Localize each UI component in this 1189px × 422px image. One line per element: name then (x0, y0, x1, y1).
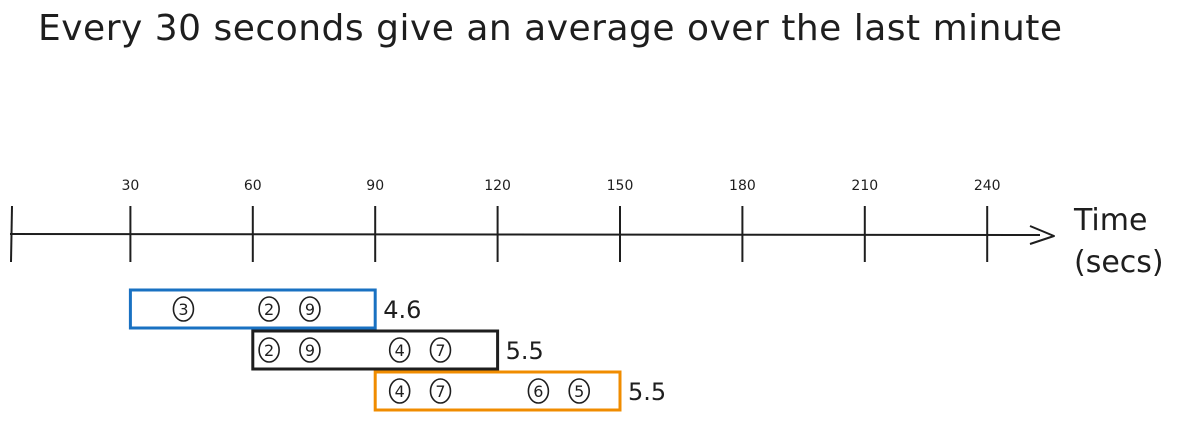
value-circle (527, 378, 550, 404)
axis-tick-label: 180 (729, 178, 756, 194)
value-label: 2 (264, 300, 274, 319)
axis-origin-tick (10, 205, 13, 263)
value-circle (258, 296, 280, 322)
window-average: 4.6 (383, 296, 421, 324)
value-label: 4 (395, 382, 405, 401)
value-circle (388, 337, 411, 363)
axis-tick-label: 30 (121, 178, 139, 194)
axis-label-time: Time (1073, 203, 1147, 238)
value-label: 7 (435, 382, 445, 401)
value-circle (388, 378, 411, 404)
value-label: 6 (533, 382, 543, 401)
value-label: 5 (574, 382, 584, 401)
value-circle (568, 378, 591, 404)
value-circle (299, 296, 321, 322)
diagram-title: Every 30 seconds give an average over th… (38, 8, 1063, 49)
axis-tick-label: 120 (484, 178, 511, 194)
time-axis (9, 205, 1055, 263)
value-circle (299, 337, 321, 363)
axis-line (9, 233, 1041, 236)
axis-tick-label: 150 (607, 178, 634, 194)
value-label: 9 (305, 341, 315, 360)
axis-tick-label: 210 (851, 178, 878, 194)
value-label: 3 (178, 300, 188, 319)
axis-label-unit: (secs) (1074, 245, 1164, 280)
value-label: 7 (435, 341, 445, 360)
value-circle (258, 337, 280, 363)
window-average: 5.5 (506, 337, 544, 365)
window-average: 5.5 (628, 378, 666, 406)
window-box (128, 288, 377, 330)
value-circle (429, 337, 452, 363)
axis-tick-label: 90 (366, 178, 384, 194)
value-circle (429, 378, 452, 404)
window-box (251, 329, 500, 371)
axis-ticks: 30 60 90 120 150 180 210 240 (121, 178, 1001, 262)
value-circle (172, 296, 195, 322)
window-boxes: 3 2 9 4.6 2 9 4 7 5.5 4 7 6 5 5.5 (128, 288, 666, 412)
axis-tick-label: 240 (974, 178, 1001, 194)
window-box (373, 370, 622, 412)
value-label: 4 (395, 341, 405, 360)
value-label: 2 (264, 341, 274, 360)
axis-arrowhead (1029, 225, 1055, 245)
axis-tick-label: 60 (244, 178, 262, 194)
value-label: 9 (305, 300, 315, 319)
